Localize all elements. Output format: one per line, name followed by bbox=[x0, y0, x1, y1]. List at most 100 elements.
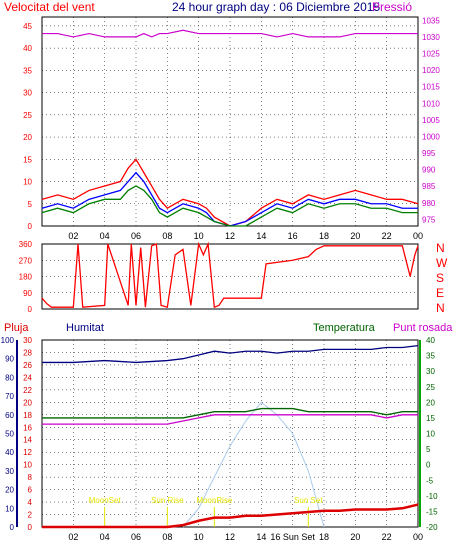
pressure-tick-label: 1015 bbox=[422, 83, 440, 92]
temperature-tick-label: -10 bbox=[426, 492, 438, 501]
temperature-tick-label: 5 bbox=[426, 445, 431, 454]
pressure-axis-title: Pressió bbox=[372, 0, 412, 14]
wind-series-gust bbox=[41, 158, 419, 227]
humidity-tick-label: 70 bbox=[5, 392, 14, 401]
direction-tick-label: 90 bbox=[23, 289, 32, 298]
temperature-tick-label: 10 bbox=[426, 430, 435, 439]
humidity-tick-label: 90 bbox=[5, 355, 14, 364]
lower-x-tick-label: 10 bbox=[194, 532, 204, 542]
pressure-tick-label: 1035 bbox=[422, 16, 440, 25]
rain-tick-label: 16 bbox=[23, 423, 32, 432]
pressure-tick-label: 1020 bbox=[422, 66, 440, 75]
wind-tick-label: 5 bbox=[28, 200, 33, 209]
pressure-tick-label: 975 bbox=[422, 215, 436, 224]
temperature-tick-label: -15 bbox=[426, 507, 438, 516]
temperature-tick-label: 40 bbox=[426, 336, 435, 345]
rain-tick-label: 10 bbox=[23, 461, 32, 470]
rain-tick-label: 22 bbox=[23, 386, 32, 395]
lower-x-tick-label: 00 bbox=[413, 532, 423, 542]
rain-legend-label: Pluja bbox=[4, 322, 29, 334]
humidity-legend-label: Humitat bbox=[66, 322, 104, 334]
lower-x-tick-label: 20 bbox=[350, 532, 360, 542]
wind-x-tick-label: 08 bbox=[162, 231, 172, 241]
humidity-tick-label: 50 bbox=[5, 430, 14, 439]
temperature-tick-label: 0 bbox=[426, 461, 431, 470]
wind-x-tick-label: 06 bbox=[131, 231, 141, 241]
rain-tick-label: 14 bbox=[23, 436, 32, 445]
wind-x-tick-label: 10 bbox=[194, 231, 204, 241]
humidity-tick-label: 20 bbox=[5, 486, 14, 495]
temperature-tick-label: 25 bbox=[426, 383, 435, 392]
lower-x-tick-label: 02 bbox=[68, 532, 78, 542]
wind-x-tick-label: 14 bbox=[256, 231, 266, 241]
rain-tick-label: 2 bbox=[28, 511, 33, 520]
lower-x-tick-label: 08 bbox=[162, 532, 172, 542]
pressure-tick-label: 1000 bbox=[422, 132, 440, 141]
direction-tick-label: 270 bbox=[19, 256, 33, 265]
lower-x-tick-label: 16 Sun Set bbox=[270, 532, 315, 542]
wind-tick-label: 35 bbox=[23, 66, 32, 75]
pressure-tick-label: 1005 bbox=[422, 116, 440, 125]
wind-x-tick-label: 18 bbox=[319, 231, 329, 241]
direction-tick-label: 360 bbox=[19, 240, 33, 249]
direction-compass-label: W bbox=[436, 256, 448, 270]
wind-tick-label: 0 bbox=[28, 222, 33, 231]
rain-tick-label: 24 bbox=[23, 373, 32, 382]
rain-tick-label: 6 bbox=[28, 486, 33, 495]
wind-axis-title: Velocitat del vent bbox=[4, 0, 95, 14]
wind-x-tick-label: 04 bbox=[100, 231, 110, 241]
wind-tick-label: 40 bbox=[23, 44, 32, 53]
direction-tick-label: 180 bbox=[19, 273, 33, 282]
chart-title: 24 hour graph day : 06 Diciembre 2015 bbox=[172, 0, 380, 14]
lower-x-tick-label: 18 bbox=[319, 532, 329, 542]
temperature-tick-label: 30 bbox=[426, 367, 435, 376]
rain-tick-label: 28 bbox=[23, 348, 32, 357]
humidity-tick-label: 60 bbox=[5, 411, 14, 420]
pressure-tick-label: 1010 bbox=[422, 99, 440, 108]
wind-x-tick-label: 00 bbox=[413, 231, 423, 241]
wind-x-tick-label: 16 bbox=[288, 231, 298, 241]
sunset-label: Sun Set bbox=[294, 496, 323, 505]
temperature-tick-label: -20 bbox=[426, 523, 438, 532]
direction-tick-label: 0 bbox=[28, 305, 33, 314]
humidity-tick-label: 100 bbox=[1, 336, 15, 345]
pressure-tick-label: 985 bbox=[422, 182, 436, 191]
rain-tick-label: 30 bbox=[23, 336, 32, 345]
rain-tick-label: 12 bbox=[23, 448, 32, 457]
wind-tick-label: 15 bbox=[23, 155, 32, 164]
lower-x-tick-label: 12 bbox=[225, 532, 235, 542]
wind-x-tick-label: 12 bbox=[225, 231, 235, 241]
lower-series-punt-rosada bbox=[42, 414, 418, 425]
direction-compass-label: N bbox=[436, 241, 445, 255]
pressure-tick-label: 1030 bbox=[422, 33, 440, 42]
wind-x-tick-label: 02 bbox=[68, 231, 78, 241]
wind-tick-label: 45 bbox=[23, 22, 32, 31]
rain-tick-label: 8 bbox=[28, 473, 33, 482]
humidity-tick-label: 40 bbox=[5, 448, 14, 457]
wind-series-wind bbox=[41, 185, 418, 227]
temperature-tick-label: 20 bbox=[426, 398, 435, 407]
humidity-tick-label: 30 bbox=[5, 467, 14, 476]
moonset-label: MoonSet bbox=[89, 496, 122, 505]
pressure-tick-label: 995 bbox=[422, 149, 436, 158]
lower-series-pluja bbox=[42, 503, 419, 529]
rain-tick-label: 18 bbox=[23, 411, 32, 420]
humidity-tick-label: 80 bbox=[5, 373, 14, 382]
wind-series-average bbox=[41, 171, 418, 227]
wind-tick-label: 20 bbox=[23, 133, 32, 142]
wind-tick-label: 10 bbox=[23, 178, 32, 187]
pressure-tick-label: 980 bbox=[422, 199, 436, 208]
moonrise-label: MoonRise bbox=[196, 496, 233, 505]
lower-x-tick-label: 06 bbox=[131, 532, 141, 542]
lower-x-tick-label: 04 bbox=[100, 532, 110, 542]
direction-compass-label: N bbox=[436, 301, 445, 315]
rain-tick-label: 20 bbox=[23, 398, 32, 407]
direction-compass-label: S bbox=[436, 271, 444, 285]
pressure-tick-label: 1025 bbox=[422, 49, 440, 58]
direction-compass-label: E bbox=[436, 286, 444, 300]
lower-series-temperatura bbox=[42, 407, 418, 419]
temperature-tick-label: 15 bbox=[426, 414, 435, 423]
rain-tick-label: 26 bbox=[23, 361, 32, 370]
lower-x-tick-label: 22 bbox=[382, 532, 392, 542]
